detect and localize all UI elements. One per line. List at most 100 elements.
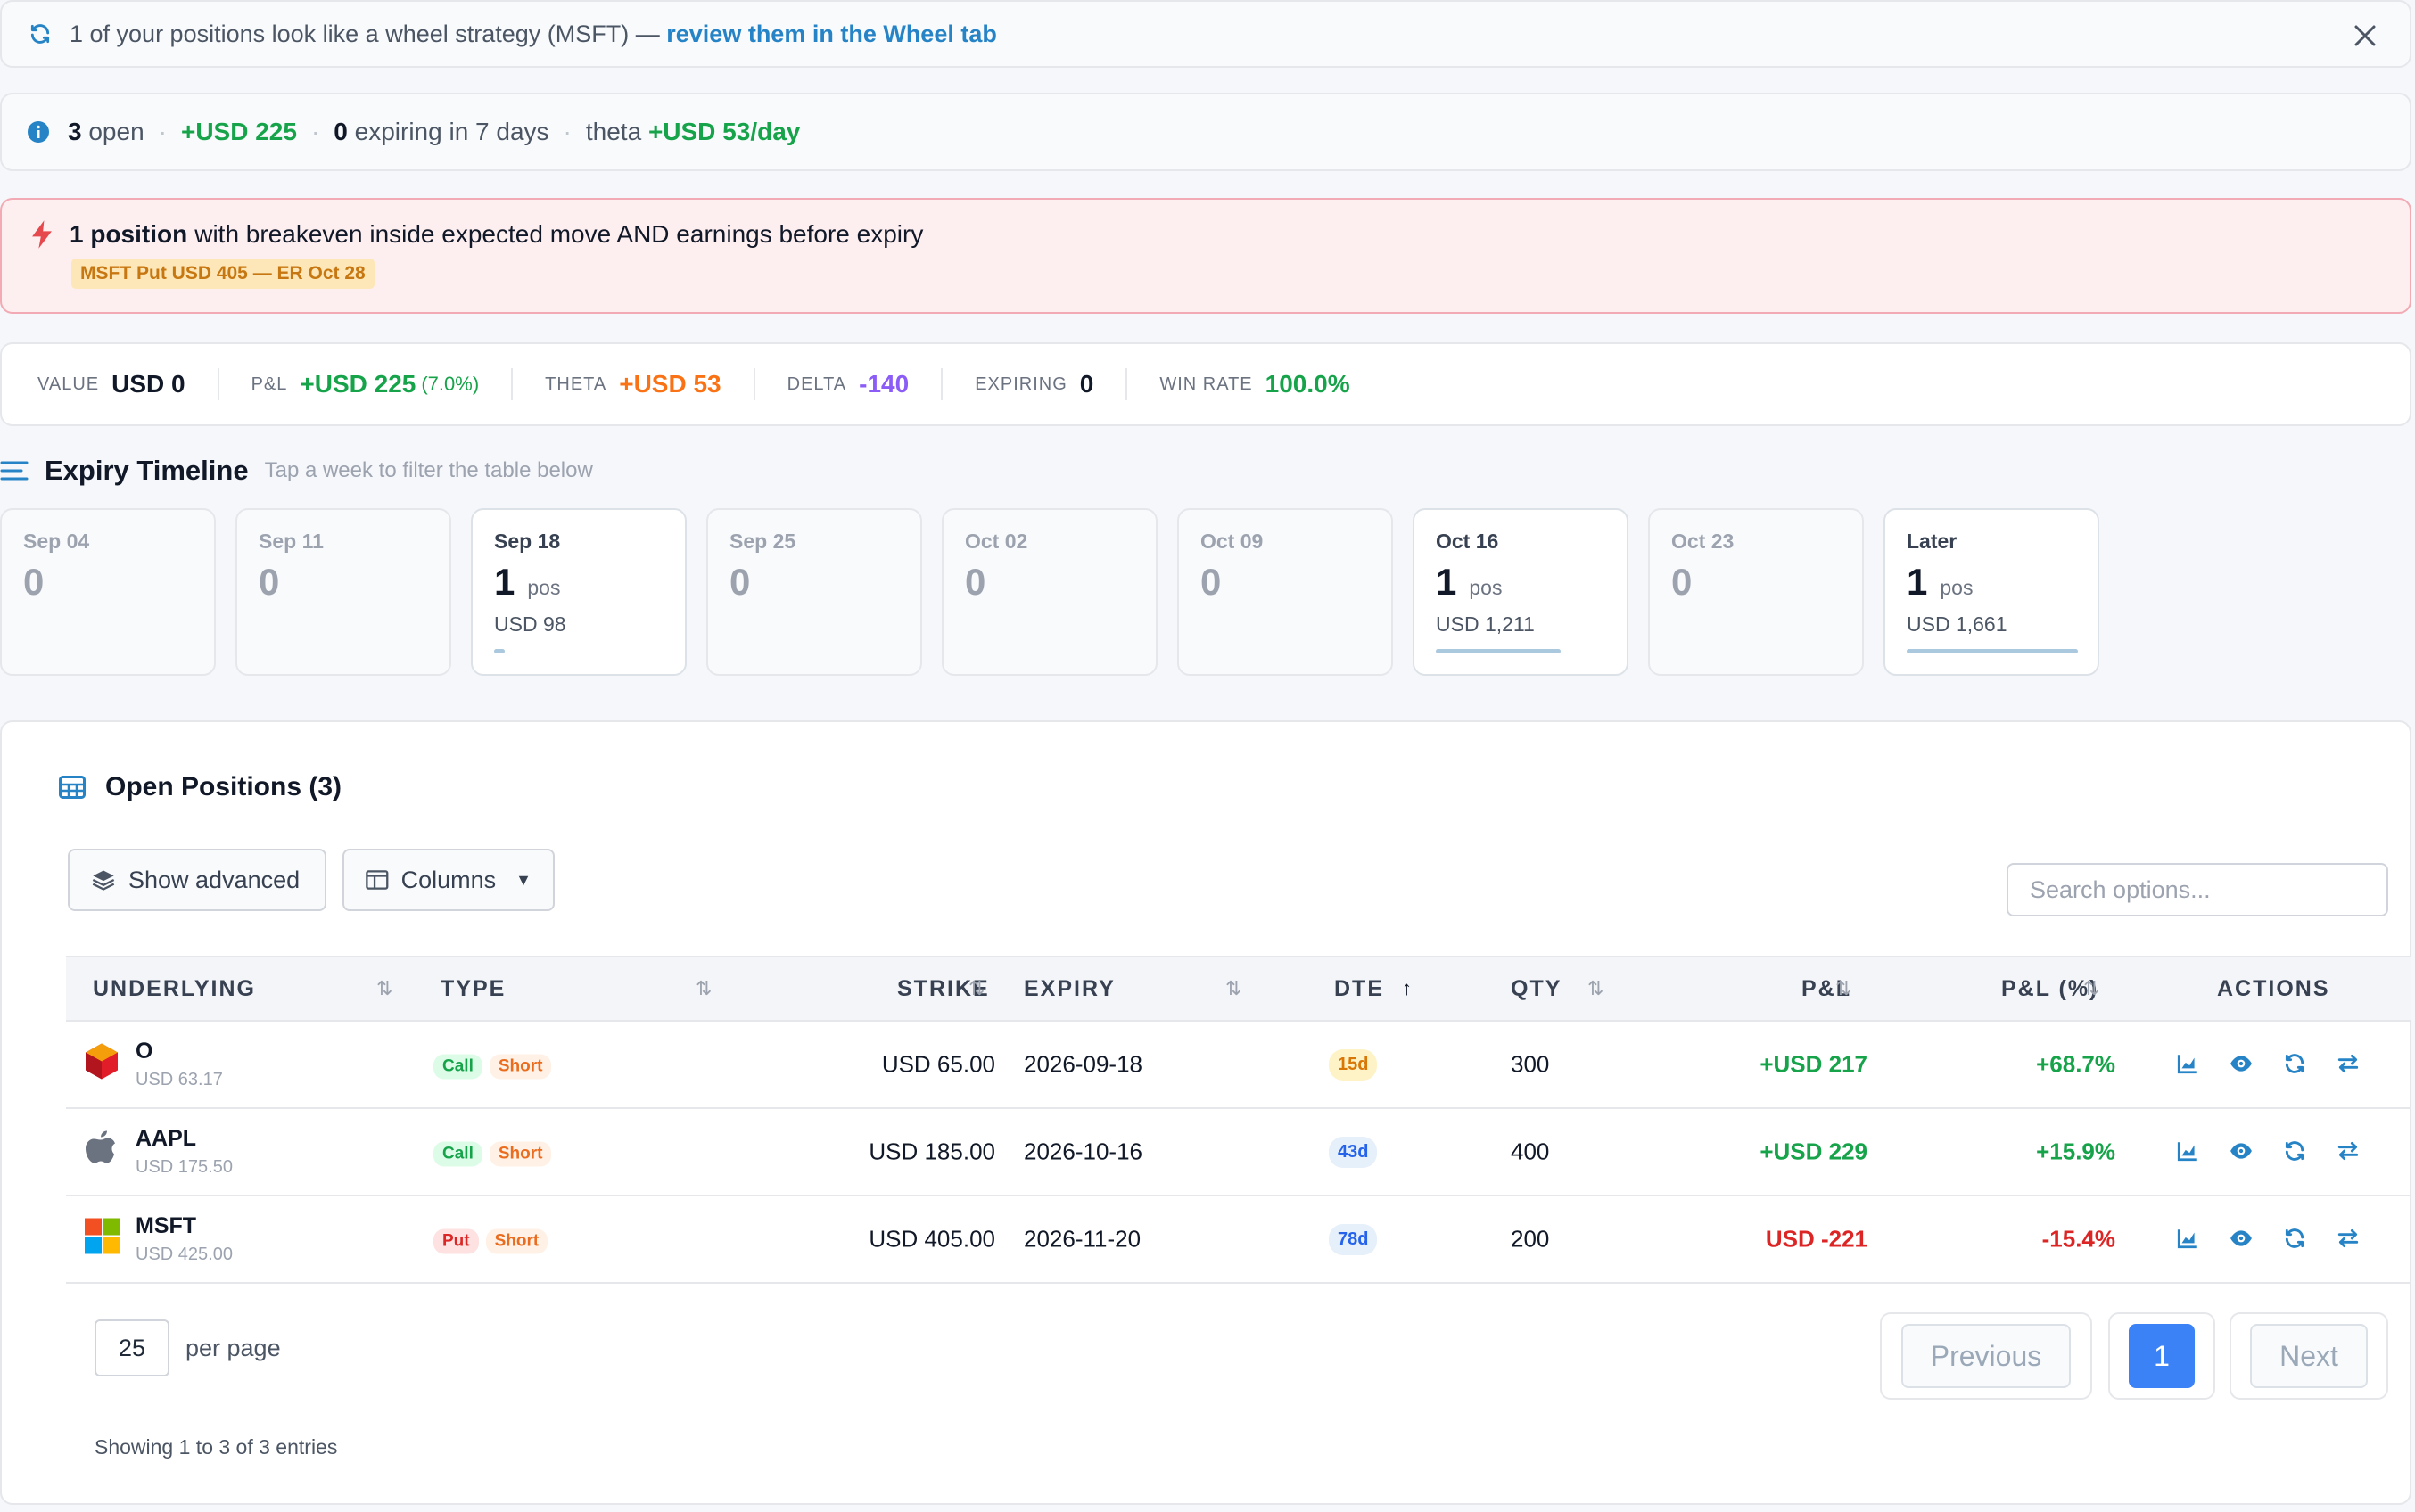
timeline-week-card[interactable]: Oct 09 0 (1177, 508, 1393, 676)
alert-position-tag[interactable]: MSFT Put USD 405 — ER Oct 28 (71, 259, 375, 289)
sort-icon[interactable]: ⇅ (1225, 977, 1242, 999)
symbol[interactable]: O (136, 1039, 153, 1064)
col-pnl[interactable]: P&L (1801, 975, 1851, 1001)
symbol[interactable]: MSFT (136, 1213, 197, 1238)
close-icon[interactable] (2347, 18, 2383, 53)
timeline-week-card[interactable]: Oct 16 1 pos USD 1,211 (1413, 508, 1628, 676)
expiry-cell: 2026-11-20 (1024, 1225, 1142, 1253)
week-label: Oct 23 (1671, 530, 1735, 553)
metric-expiring: EXPIRING 0 (975, 368, 1128, 400)
caret-down-icon: ▼ (515, 870, 532, 889)
expiry-cell: 2026-10-16 (1024, 1138, 1142, 1165)
sort-icon[interactable]: ⇅ (968, 977, 985, 999)
roll-icon[interactable] (2283, 1227, 2310, 1253)
info-icon (28, 121, 49, 143)
timeline-week-card[interactable]: Oct 02 0 (942, 508, 1158, 676)
dte-badge: 78d (1329, 1224, 1378, 1255)
show-advanced-button[interactable]: Show advanced (68, 849, 326, 911)
option-type-badge: Put (433, 1228, 479, 1254)
week-amount-bar (1907, 649, 2078, 653)
search-options-input[interactable] (2007, 863, 2388, 916)
table-row[interactable]: MSFT USD 425.00 Put Short USD 405.00 2026-11-… (66, 1196, 2411, 1284)
col-strike[interactable]: STRIKE (897, 975, 990, 1001)
transfer-icon[interactable] (2337, 1139, 2363, 1166)
week-label: Sep 04 (23, 530, 90, 553)
menu-lines-icon (0, 461, 29, 481)
week-count-value: 0 (965, 561, 986, 603)
eye-icon[interactable] (2230, 1052, 2256, 1079)
previous-button[interactable]: Previous (1901, 1324, 2071, 1388)
eye-icon[interactable] (2230, 1139, 2256, 1166)
apple-logo (84, 1130, 118, 1175)
week-count-value: 1 (494, 561, 515, 603)
sort-asc-icon[interactable]: ↑ (1402, 977, 1412, 999)
timeline-week-card[interactable]: Sep 04 0 (0, 508, 216, 676)
realty-income-logo (84, 1042, 120, 1088)
dte-badge: 43d (1329, 1137, 1378, 1168)
eye-icon[interactable] (2230, 1227, 2256, 1253)
per-page-control: 25 per page (95, 1319, 281, 1376)
week-amount: USD 1,211 (1436, 612, 1535, 636)
sort-icon[interactable]: ⇅ (2083, 977, 2100, 999)
metrics-bar: VALUE USD 0 P&L +USD 225 (7.0%) THETA +USD 5… (0, 342, 2411, 426)
page-1-button[interactable]: 1 (2129, 1324, 2195, 1388)
columns-dropdown[interactable]: Columns ▼ (342, 849, 555, 911)
week-count-value: 0 (729, 561, 751, 603)
timeline-week-card[interactable]: Sep 25 0 (706, 508, 922, 676)
pnl-cell: +USD 229 (1760, 1138, 1867, 1165)
symbol[interactable]: AAPL (136, 1126, 197, 1151)
week-amount-bar (494, 649, 505, 653)
earnings-risk-alert: 1 position with breakeven inside expecte… (0, 198, 2411, 314)
sort-icon[interactable]: ⇅ (376, 977, 393, 999)
chart-icon[interactable] (2176, 1139, 2203, 1166)
week-pos-label: pos (1469, 576, 1503, 599)
metric-value: VALUE USD 0 (37, 368, 219, 400)
chart-icon[interactable] (2176, 1052, 2203, 1079)
sort-icon[interactable]: ⇅ (1587, 977, 1604, 999)
col-expiry[interactable]: EXPIRY (1024, 975, 1116, 1001)
strike-cell: USD 65.00 (881, 1050, 995, 1078)
positions-table: UNDERLYING ⇅ TYPE ⇅ STRIKE ⇅ EXPIRY ⇅ DT… (66, 956, 2411, 1284)
transfer-icon[interactable] (2337, 1227, 2363, 1253)
table-row[interactable]: AAPL USD 175.50 Call Short USD 185.00 2026-10… (66, 1109, 2411, 1196)
col-qty[interactable]: QTY (1511, 975, 1562, 1001)
per-page-label: per page (185, 1334, 281, 1361)
week-count: 0 (23, 561, 193, 604)
sort-icon[interactable]: ⇅ (696, 977, 713, 999)
metric-val: USD 0 (111, 370, 185, 398)
week-count-value: 0 (259, 561, 280, 603)
col-dte[interactable]: DTE (1334, 975, 1384, 1001)
dte-badge: 15d (1329, 1049, 1378, 1081)
timeline-week-card[interactable]: Later 1 pos USD 1,661 (1883, 508, 2099, 676)
strike-cell: USD 185.00 (869, 1138, 995, 1165)
col-pnl-pct[interactable]: P&L (%) (2001, 975, 2099, 1001)
wheel-tab-link[interactable]: review them in the Wheel tab (666, 20, 997, 47)
roll-icon[interactable] (2283, 1139, 2310, 1166)
expiry-timeline-header: Expiry Timeline Tap a week to filter the… (0, 455, 593, 487)
expiring-label: expiring in 7 days (354, 118, 549, 145)
sort-icon[interactable]: ⇅ (1835, 977, 1852, 999)
pnl-cell: USD -221 (1765, 1225, 1867, 1253)
week-count-value: 1 (1436, 561, 1457, 603)
next-button[interactable]: Next (2250, 1324, 2368, 1388)
table-icon (59, 776, 86, 799)
transfer-icon[interactable] (2337, 1052, 2363, 1079)
col-underlying[interactable]: UNDERLYING (93, 975, 256, 1001)
qty-cell: 400 (1511, 1138, 1550, 1165)
timeline-week-card[interactable]: Sep 11 0 (235, 508, 451, 676)
week-label: Oct 09 (1200, 530, 1264, 553)
type-cell: Call Short (433, 1138, 558, 1167)
chart-icon[interactable] (2176, 1227, 2203, 1253)
open-label: open (88, 118, 144, 145)
week-count-value: 0 (1671, 561, 1693, 603)
type-cell: Put Short (433, 1225, 555, 1254)
timeline-week-card[interactable]: Sep 18 1 pos USD 98 (471, 508, 687, 676)
table-row[interactable]: O USD 63.17 Call Short USD 65.00 2026-09-18 15… (66, 1022, 2411, 1109)
per-page-select[interactable]: 25 (95, 1319, 169, 1376)
next-wrap: Next (2230, 1312, 2388, 1400)
timeline-week-card[interactable]: Oct 23 0 (1648, 508, 1864, 676)
roll-icon[interactable] (2283, 1052, 2310, 1079)
qty-cell: 200 (1511, 1225, 1550, 1253)
pnl-cell: +USD 217 (1760, 1050, 1867, 1078)
col-type[interactable]: TYPE (441, 975, 507, 1001)
